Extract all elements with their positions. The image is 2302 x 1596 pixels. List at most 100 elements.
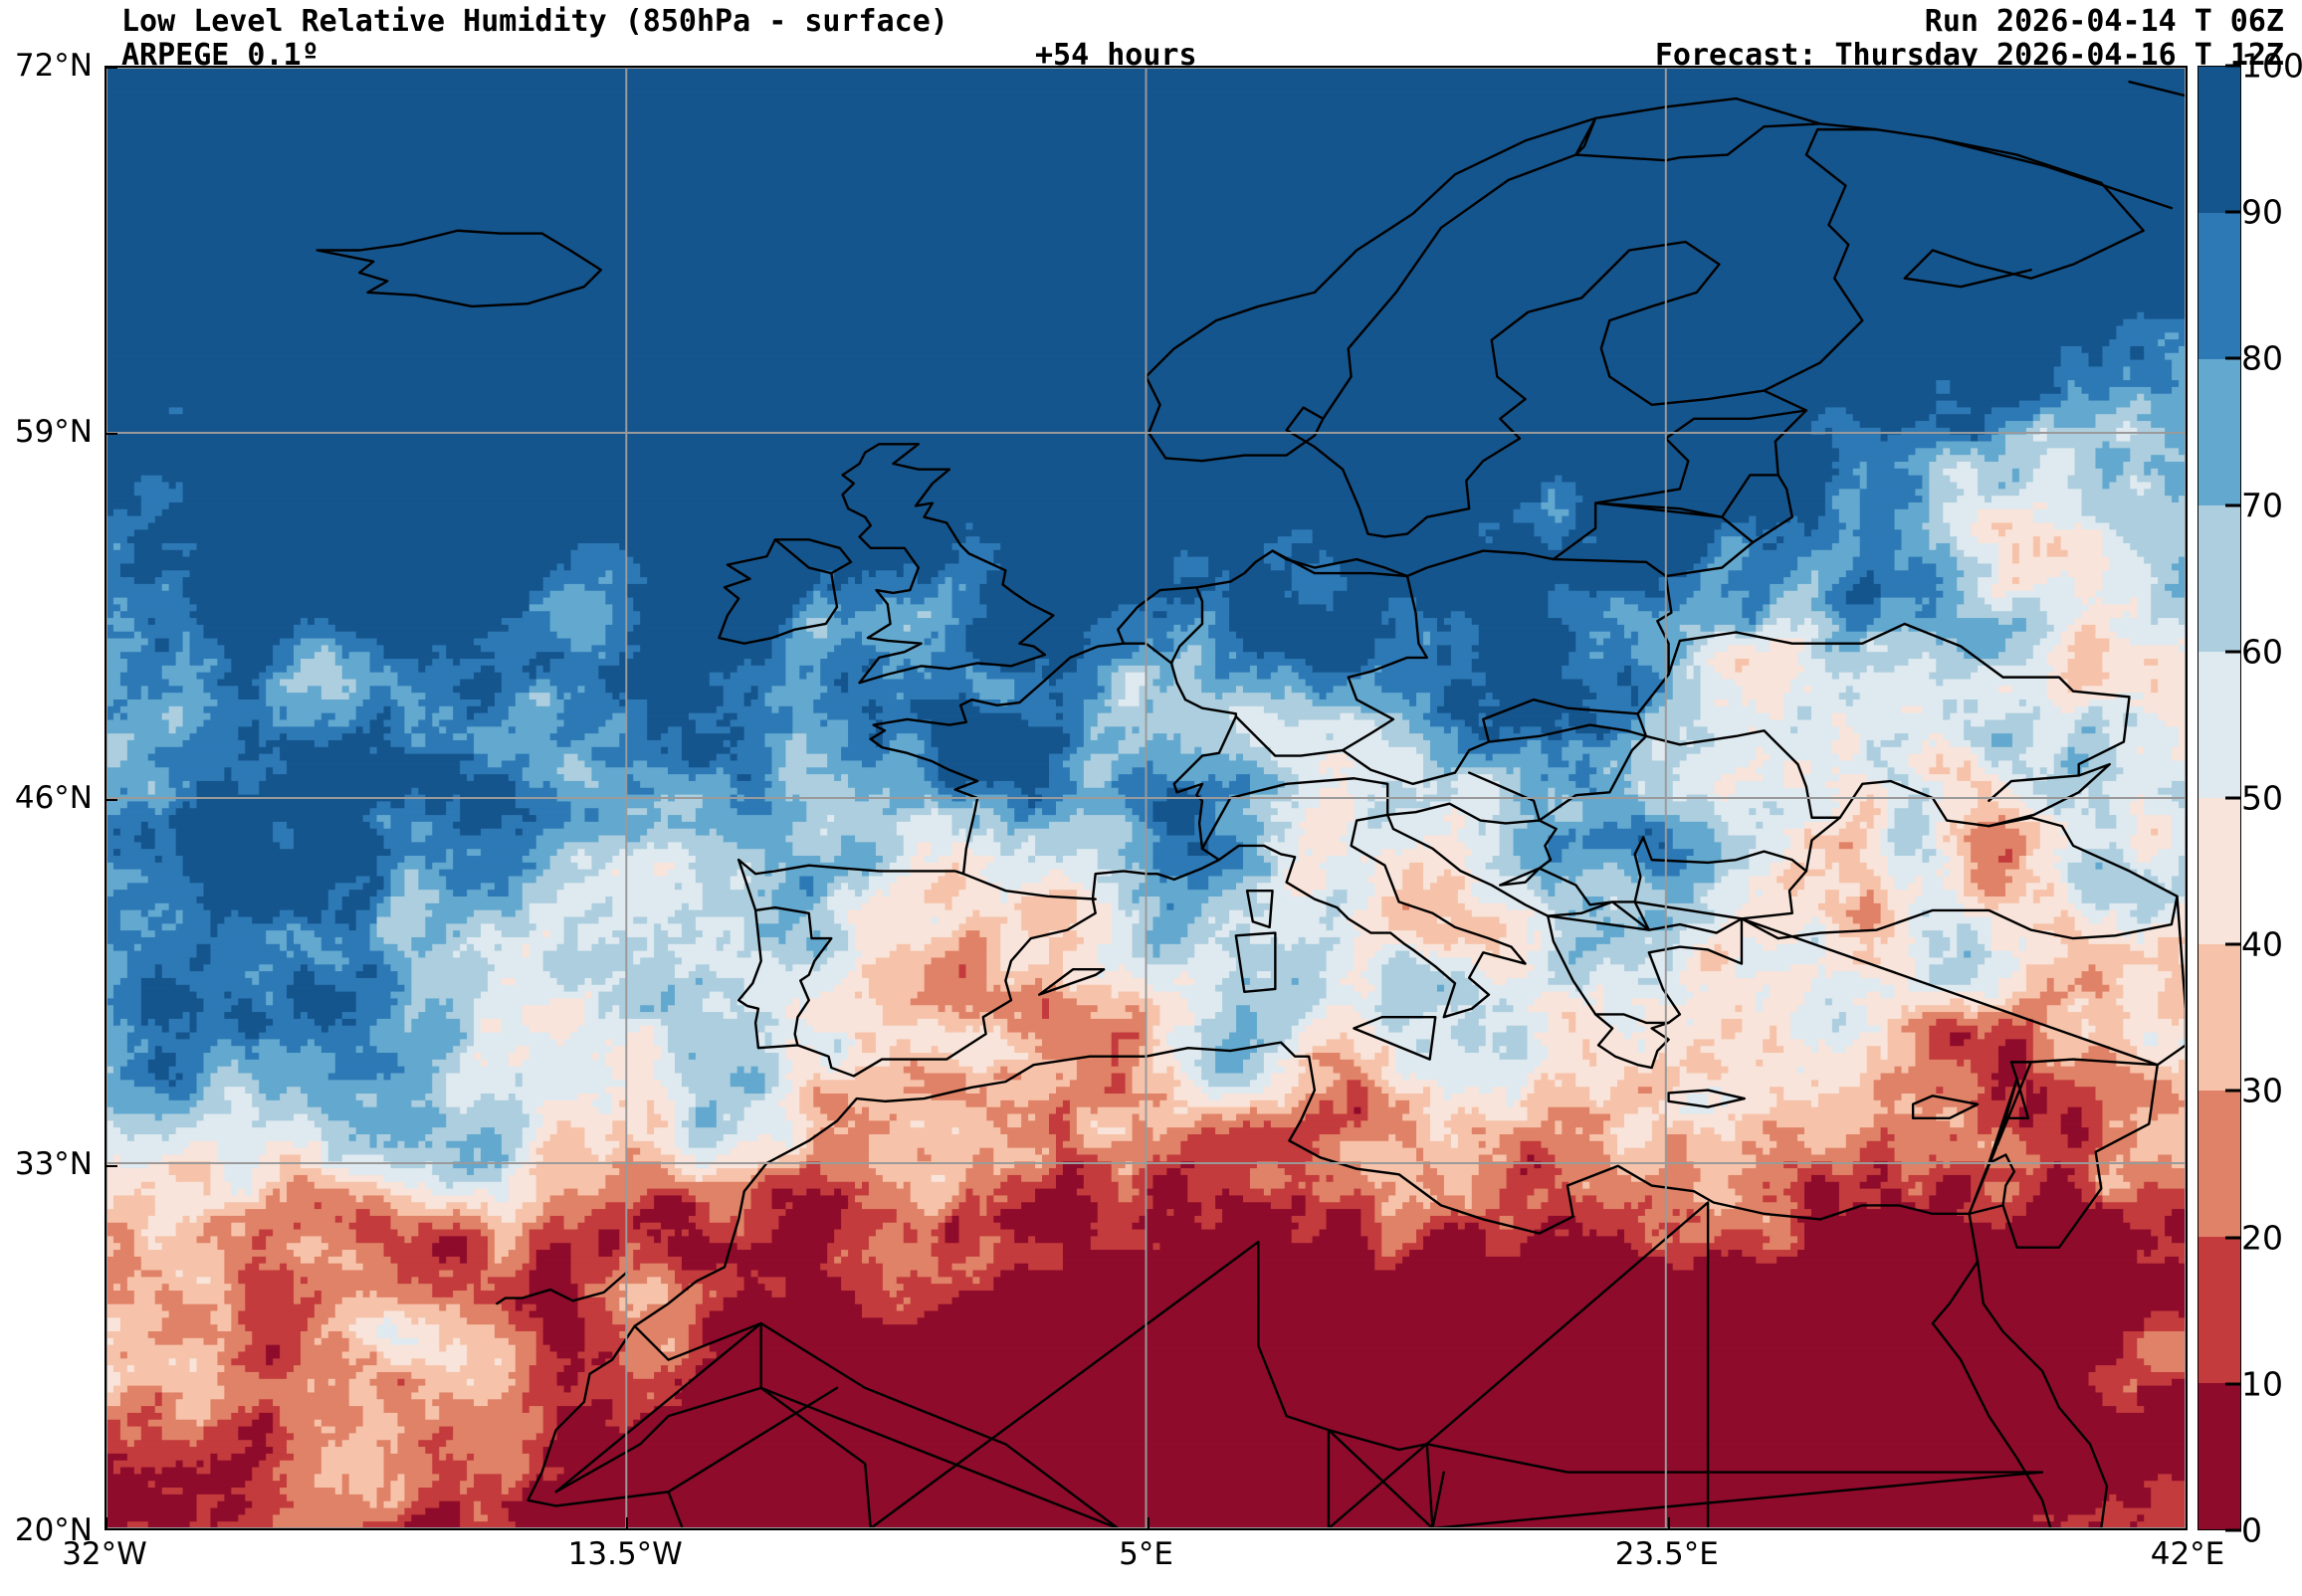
header-line-top: Low Level Relative Humidity (850hPa - su… — [0, 4, 2302, 39]
geo-border-belarus-lat-lith — [1593, 474, 1779, 544]
colorbar-tick-mark — [2225, 1236, 2241, 1240]
x-tick-label: 13.5°W — [567, 1536, 683, 1572]
x-tick-mark — [1147, 1517, 1150, 1528]
geo-coast-sicily — [1353, 1016, 1437, 1061]
geo-coast-crimea-azov — [1988, 762, 2111, 828]
geo-coast-britain — [841, 443, 1055, 685]
geo-border-ukraine-russia-belarus — [1667, 622, 2131, 777]
colorbar-band — [2198, 652, 2240, 798]
geo-border-baltics-russia — [1664, 409, 1808, 578]
colorbar-tick-label: 0 — [2241, 1510, 2262, 1550]
geo-border-spain-portugal — [753, 905, 833, 1047]
run-label: Run 2026-04-14 T 06Z — [1924, 4, 2284, 39]
geo-coast-greece-south — [1593, 1013, 1670, 1070]
colorbar-tick-label: 50 — [2241, 778, 2283, 818]
colorbar-tick-label: 70 — [2241, 486, 2283, 525]
y-tick-label: 72°N — [14, 48, 93, 84]
y-tick-label: 33°N — [14, 1146, 93, 1182]
colorbar-band — [2198, 798, 2240, 944]
colorbar-band — [2198, 1383, 2240, 1529]
geo-border-poland-east — [1552, 557, 1673, 715]
colorbar-band — [2198, 505, 2240, 652]
geo-border-de-pl-cz-at — [1234, 549, 1428, 757]
geo-coast-redsea-west — [1931, 1260, 2052, 1528]
geo-border-north-africa-interior — [554, 1201, 1710, 1528]
page-title: Low Level Relative Humidity (850hPa - su… — [121, 4, 948, 39]
geo-coast-canaries — [496, 1271, 628, 1305]
geo-border-romania-ukraine — [1644, 729, 1841, 819]
geo-coast-sardinia — [1234, 931, 1277, 993]
geo-coast-portugal-south — [736, 813, 1744, 1078]
graticule-layer — [106, 68, 2186, 1528]
colorbar-tick-label: 30 — [2241, 1071, 2283, 1110]
geo-coast-scandinavia — [1145, 97, 2145, 460]
colorbar-tick-mark — [2225, 64, 2241, 68]
geo-border-norway-sweden-finland — [1322, 116, 1822, 421]
geo-border-finland-russia — [1763, 127, 1878, 392]
colorbar-band — [2198, 67, 2240, 213]
colorbar-tick-label: 10 — [2241, 1364, 2283, 1404]
geo-coast-north-africa — [526, 1041, 1971, 1501]
geo-coast-iberia-france-benelux — [736, 549, 1274, 876]
geo-border-france-spain — [961, 872, 1097, 900]
geo-coast-novaya — [2128, 80, 2186, 98]
colorbar-tick-label: 40 — [2241, 924, 2283, 964]
colorbar-tick-mark — [2225, 1382, 2241, 1386]
geo-coast-cyprus — [1911, 1095, 1980, 1120]
x-tick-label: 5°E — [1119, 1536, 1173, 1572]
geo-border-austria-balkans — [1341, 698, 1648, 786]
colorbar-tick-label: 20 — [2241, 1218, 2283, 1258]
geo-coast-whitesea-north — [1931, 136, 2174, 210]
x-tick-mark — [626, 1517, 629, 1528]
colorbar-band — [2198, 1091, 2240, 1237]
colorbar-tick-mark — [2225, 796, 2241, 800]
geo-coast-crete — [1667, 1089, 1746, 1108]
x-tick-label: 32°W — [62, 1536, 147, 1572]
humidity-map-svg — [106, 68, 2186, 1528]
geo-border-mauritania-mali — [526, 1386, 839, 1528]
geo-border-uk-ireland — [773, 538, 833, 575]
y-tick-label: 46°N — [14, 780, 93, 816]
geo-border-france-it-ch-de — [1122, 642, 1238, 862]
colorbar-tick-mark — [2225, 503, 2241, 507]
header-line-bottom: ARPEGE 0.1º +54 hours Forecast: Thursday… — [0, 38, 2302, 73]
x-tick-label: 42°E — [2150, 1536, 2225, 1572]
geo-border-egypt-sudan-chad — [1431, 1471, 2044, 1528]
colorbar[interactable] — [2197, 66, 2241, 1530]
colorbar-tick-mark — [2225, 942, 2241, 946]
geo-border-levant-states — [1968, 1063, 2159, 1249]
colorbar-tick-mark — [2225, 1528, 2241, 1532]
figure-header: Low Level Relative Humidity (850hPa - su… — [0, 0, 2302, 73]
colorbar-tick-label: 100 — [2241, 46, 2302, 86]
colorbar-tick-label: 60 — [2241, 632, 2283, 672]
x-tick-label: 23.5°E — [1614, 1536, 1719, 1572]
geo-coast-ireland — [718, 538, 853, 645]
x-tick-mark — [106, 1517, 107, 1528]
geo-border-italy-alps — [1200, 777, 1389, 851]
y-tick-label: 20°N — [14, 1512, 93, 1548]
coastline-layer — [315, 80, 2186, 1528]
colorbar-band — [2198, 359, 2240, 505]
colorbar-band — [2198, 1237, 2240, 1383]
geo-border-turkey-east — [2156, 895, 2186, 1067]
colorbar-tick-mark — [2225, 210, 2241, 214]
geo-coast-baltic — [1164, 240, 1808, 578]
geo-coast-corsica — [1245, 889, 1274, 929]
geo-border-hungary-south — [1467, 734, 1648, 822]
colorbar-band — [2198, 213, 2240, 359]
geo-border-be-nl-de — [1169, 586, 1204, 665]
colorbar-tick-label: 90 — [2241, 192, 2283, 232]
x-tick-mark — [1667, 1517, 1670, 1528]
colorbar-tick-mark — [2225, 356, 2241, 360]
geo-border-balkan-states — [1386, 802, 1808, 934]
geo-coast-turkey-blacksea — [1740, 779, 2179, 1067]
geo-coast-balearics — [1038, 968, 1106, 996]
colorbar-tick-label: 80 — [2241, 338, 2283, 378]
geo-coast-iceland — [315, 229, 603, 308]
colorbar-band — [2198, 944, 2240, 1091]
map-plot-area[interactable] — [105, 66, 2188, 1530]
colorbar-tick-mark — [2225, 650, 2241, 654]
y-tick-label: 59°N — [14, 414, 93, 450]
colorbar-tick-mark — [2225, 1089, 2241, 1093]
